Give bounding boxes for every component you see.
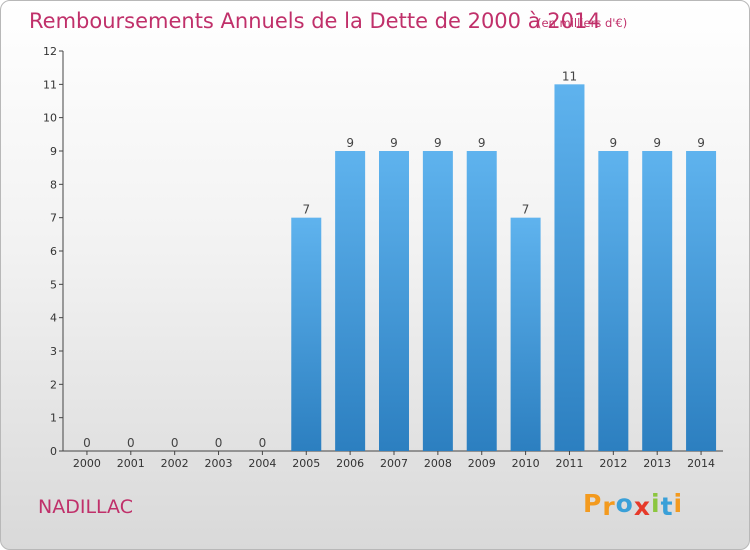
bar-2010 — [510, 217, 541, 451]
value-label: 0 — [215, 436, 223, 450]
bar-2009 — [466, 151, 497, 451]
bar-2011 — [554, 84, 585, 451]
x-tick-label: 2004 — [248, 457, 276, 470]
value-label: 0 — [127, 436, 135, 450]
y-tick-label: 6 — [50, 245, 57, 258]
value-label: 7 — [302, 203, 310, 217]
bar-2005 — [291, 217, 322, 451]
value-label: 9 — [390, 136, 398, 150]
y-tick-label: 1 — [50, 412, 57, 425]
x-tick-label: 2014 — [687, 457, 715, 470]
logo-letter: r — [602, 492, 616, 521]
x-tick-label: 2007 — [380, 457, 408, 470]
logo-letter: t — [660, 492, 674, 521]
logo-letter: o — [615, 489, 634, 518]
bar-2013 — [642, 151, 673, 451]
x-tick-label: 2010 — [512, 457, 540, 470]
logo-letter: P — [583, 489, 603, 518]
labels: 2000 0 2001 0 2002 0 2003 0 2004 0 2005 7 2006 9 2007 9… — [73, 69, 715, 470]
value-label: 9 — [653, 136, 661, 150]
value-label: 0 — [259, 436, 267, 450]
y-tick-label: 2 — [50, 378, 57, 391]
value-label: 9 — [610, 136, 618, 150]
chart-subtitle: (en milliers d'€) — [537, 16, 628, 30]
x-tick-label: 2009 — [468, 457, 496, 470]
y-tick-label: 8 — [50, 178, 57, 191]
bars — [291, 84, 717, 451]
bar-2014 — [686, 151, 717, 451]
value-label: 0 — [83, 436, 91, 450]
commune-name: NADILLAC — [38, 496, 133, 518]
x-tick-label: 2013 — [643, 457, 671, 470]
x-tick-label: 2001 — [117, 457, 145, 470]
y-tick-label: 4 — [50, 312, 57, 325]
y-tick-label: 11 — [43, 78, 57, 91]
x-tick-label: 2011 — [555, 457, 583, 470]
bar-2012 — [598, 151, 629, 451]
value-label: 9 — [346, 136, 354, 150]
bar-2006 — [335, 151, 366, 451]
y-tick-label: 7 — [50, 212, 57, 225]
x-tick-label: 2006 — [336, 457, 364, 470]
value-label: 0 — [171, 436, 179, 450]
value-label: 7 — [522, 203, 530, 217]
y-tick-label: 0 — [50, 445, 57, 458]
proxiti-logo[interactable]: Proxiti — [583, 489, 684, 521]
logo-letter: x — [633, 492, 651, 521]
y-tick-label: 9 — [50, 145, 57, 158]
y-tick-label: 5 — [50, 278, 57, 291]
x-tick-label: 2003 — [205, 457, 233, 470]
value-label: 9 — [697, 136, 705, 150]
bar-2007 — [379, 151, 409, 451]
y-tick-label: 10 — [43, 112, 57, 125]
value-label: 9 — [478, 136, 486, 150]
x-tick-label: 2012 — [599, 457, 627, 470]
logo-letter: i — [673, 489, 684, 518]
y-tick-label: 3 — [50, 345, 57, 358]
x-tick-label: 2005 — [292, 457, 320, 470]
value-label: 11 — [562, 69, 577, 83]
y-tick-label: 12 — [43, 45, 57, 58]
bar-2008 — [422, 151, 453, 451]
x-tick-label: 2000 — [73, 457, 101, 470]
x-tick-label: 2008 — [424, 457, 452, 470]
value-label: 9 — [434, 136, 442, 150]
x-tick-label: 2002 — [161, 457, 189, 470]
chart-title: Remboursements Annuels de la Dette de 20… — [29, 9, 601, 33]
logo-letter: i — [651, 489, 661, 518]
